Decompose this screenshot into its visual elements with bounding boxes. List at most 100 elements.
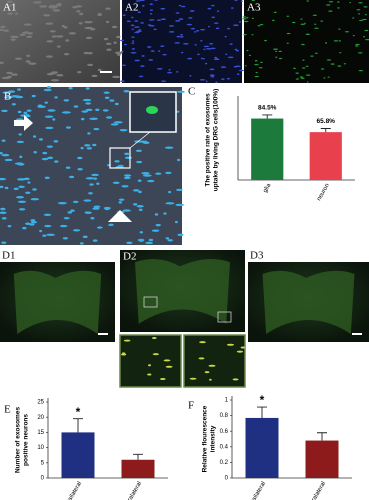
- panel-label: F: [188, 400, 194, 412]
- speck: [46, 55, 53, 58]
- speck: [157, 19, 162, 21]
- speck: [83, 199, 92, 202]
- speck: [226, 77, 231, 80]
- speck: [105, 20, 110, 24]
- speck: [352, 17, 355, 19]
- speck: [255, 60, 258, 62]
- speck: [300, 23, 306, 25]
- speck: [10, 38, 16, 41]
- speck: [295, 78, 300, 80]
- x-tick-label: ipsilateral: [65, 481, 83, 500]
- speck: [203, 45, 210, 48]
- image-a3: [244, 0, 369, 83]
- speck: [124, 156, 133, 159]
- speck: [17, 110, 22, 114]
- speck: [7, 224, 12, 228]
- speck: [149, 9, 154, 11]
- speck: [338, 28, 341, 30]
- speck: [306, 0, 310, 2]
- speck: [236, 350, 244, 353]
- speck: [204, 62, 208, 65]
- speck: [126, 20, 131, 23]
- y-axis-label: uptake by living DRG cells(100%): [213, 89, 220, 192]
- speck: [155, 223, 161, 227]
- speck: [41, 157, 49, 161]
- speck: [286, 32, 291, 35]
- speck: [79, 12, 84, 16]
- speck: [148, 59, 154, 61]
- speck: [258, 67, 263, 69]
- speck: [273, 11, 277, 13]
- speck: [67, 211, 73, 214]
- speck: [328, 1, 334, 3]
- speck: [207, 7, 212, 10]
- speck: [0, 185, 4, 189]
- speck: [242, 18, 247, 20]
- speck: [97, 68, 102, 72]
- speck: [0, 25, 6, 29]
- speck: [65, 166, 71, 169]
- speck: [122, 14, 126, 16]
- error-bar: [262, 114, 273, 119]
- speck: [141, 55, 145, 57]
- speck: [146, 46, 152, 48]
- speck: [0, 177, 7, 181]
- speck: [312, 14, 317, 16]
- speck: [202, 57, 205, 60]
- speck: [139, 231, 144, 234]
- speck: [337, 65, 342, 67]
- speck: [314, 52, 318, 54]
- speck: [243, 33, 247, 36]
- panel-label: A3: [247, 2, 261, 14]
- roi-d2-right: [217, 311, 232, 323]
- speck: [90, 217, 95, 220]
- texture: [0, 0, 369, 381]
- speck: [65, 126, 71, 129]
- speck: [215, 81, 218, 84]
- speck: [26, 54, 31, 57]
- speck: [0, 61, 4, 64]
- speck: [213, 22, 219, 24]
- speck: [210, 47, 216, 50]
- speck: [65, 39, 70, 42]
- speck: [305, 33, 310, 35]
- speck: [62, 237, 69, 240]
- speck: [244, 20, 249, 23]
- speck: [176, 90, 185, 94]
- speck: [147, 373, 152, 376]
- speck: [38, 5, 48, 8]
- speck: [138, 239, 144, 242]
- speck: [96, 226, 103, 229]
- speck: [140, 65, 145, 67]
- speck: [23, 111, 28, 115]
- speck: [25, 222, 31, 225]
- speck: [30, 219, 36, 222]
- speck: [114, 51, 123, 54]
- y-tick-label: 0.8: [220, 413, 229, 419]
- speck: [198, 357, 205, 360]
- speck: [156, 67, 163, 70]
- speck: [123, 43, 128, 46]
- speck: [0, 152, 3, 155]
- speck: [140, 22, 145, 24]
- speck: [257, 25, 261, 27]
- speck: [180, 51, 184, 54]
- speck: [138, 75, 144, 78]
- panel-label: A2: [125, 2, 138, 14]
- roi-b: [109, 147, 131, 169]
- speck: [0, 207, 6, 211]
- y-tick-label: 1: [225, 398, 229, 404]
- speck: [3, 29, 10, 32]
- speck: [254, 64, 259, 66]
- speck: [153, 28, 157, 31]
- speck: [122, 64, 126, 67]
- speck: [304, 22, 306, 24]
- bar: [309, 132, 342, 180]
- speck: [1, 109, 8, 113]
- speck: [240, 346, 246, 349]
- speck: [85, 87, 90, 90]
- speck: [78, 22, 83, 25]
- speck: [260, 61, 263, 64]
- y-axis-label: positive neurons: [23, 414, 30, 466]
- speck: [56, 4, 62, 7]
